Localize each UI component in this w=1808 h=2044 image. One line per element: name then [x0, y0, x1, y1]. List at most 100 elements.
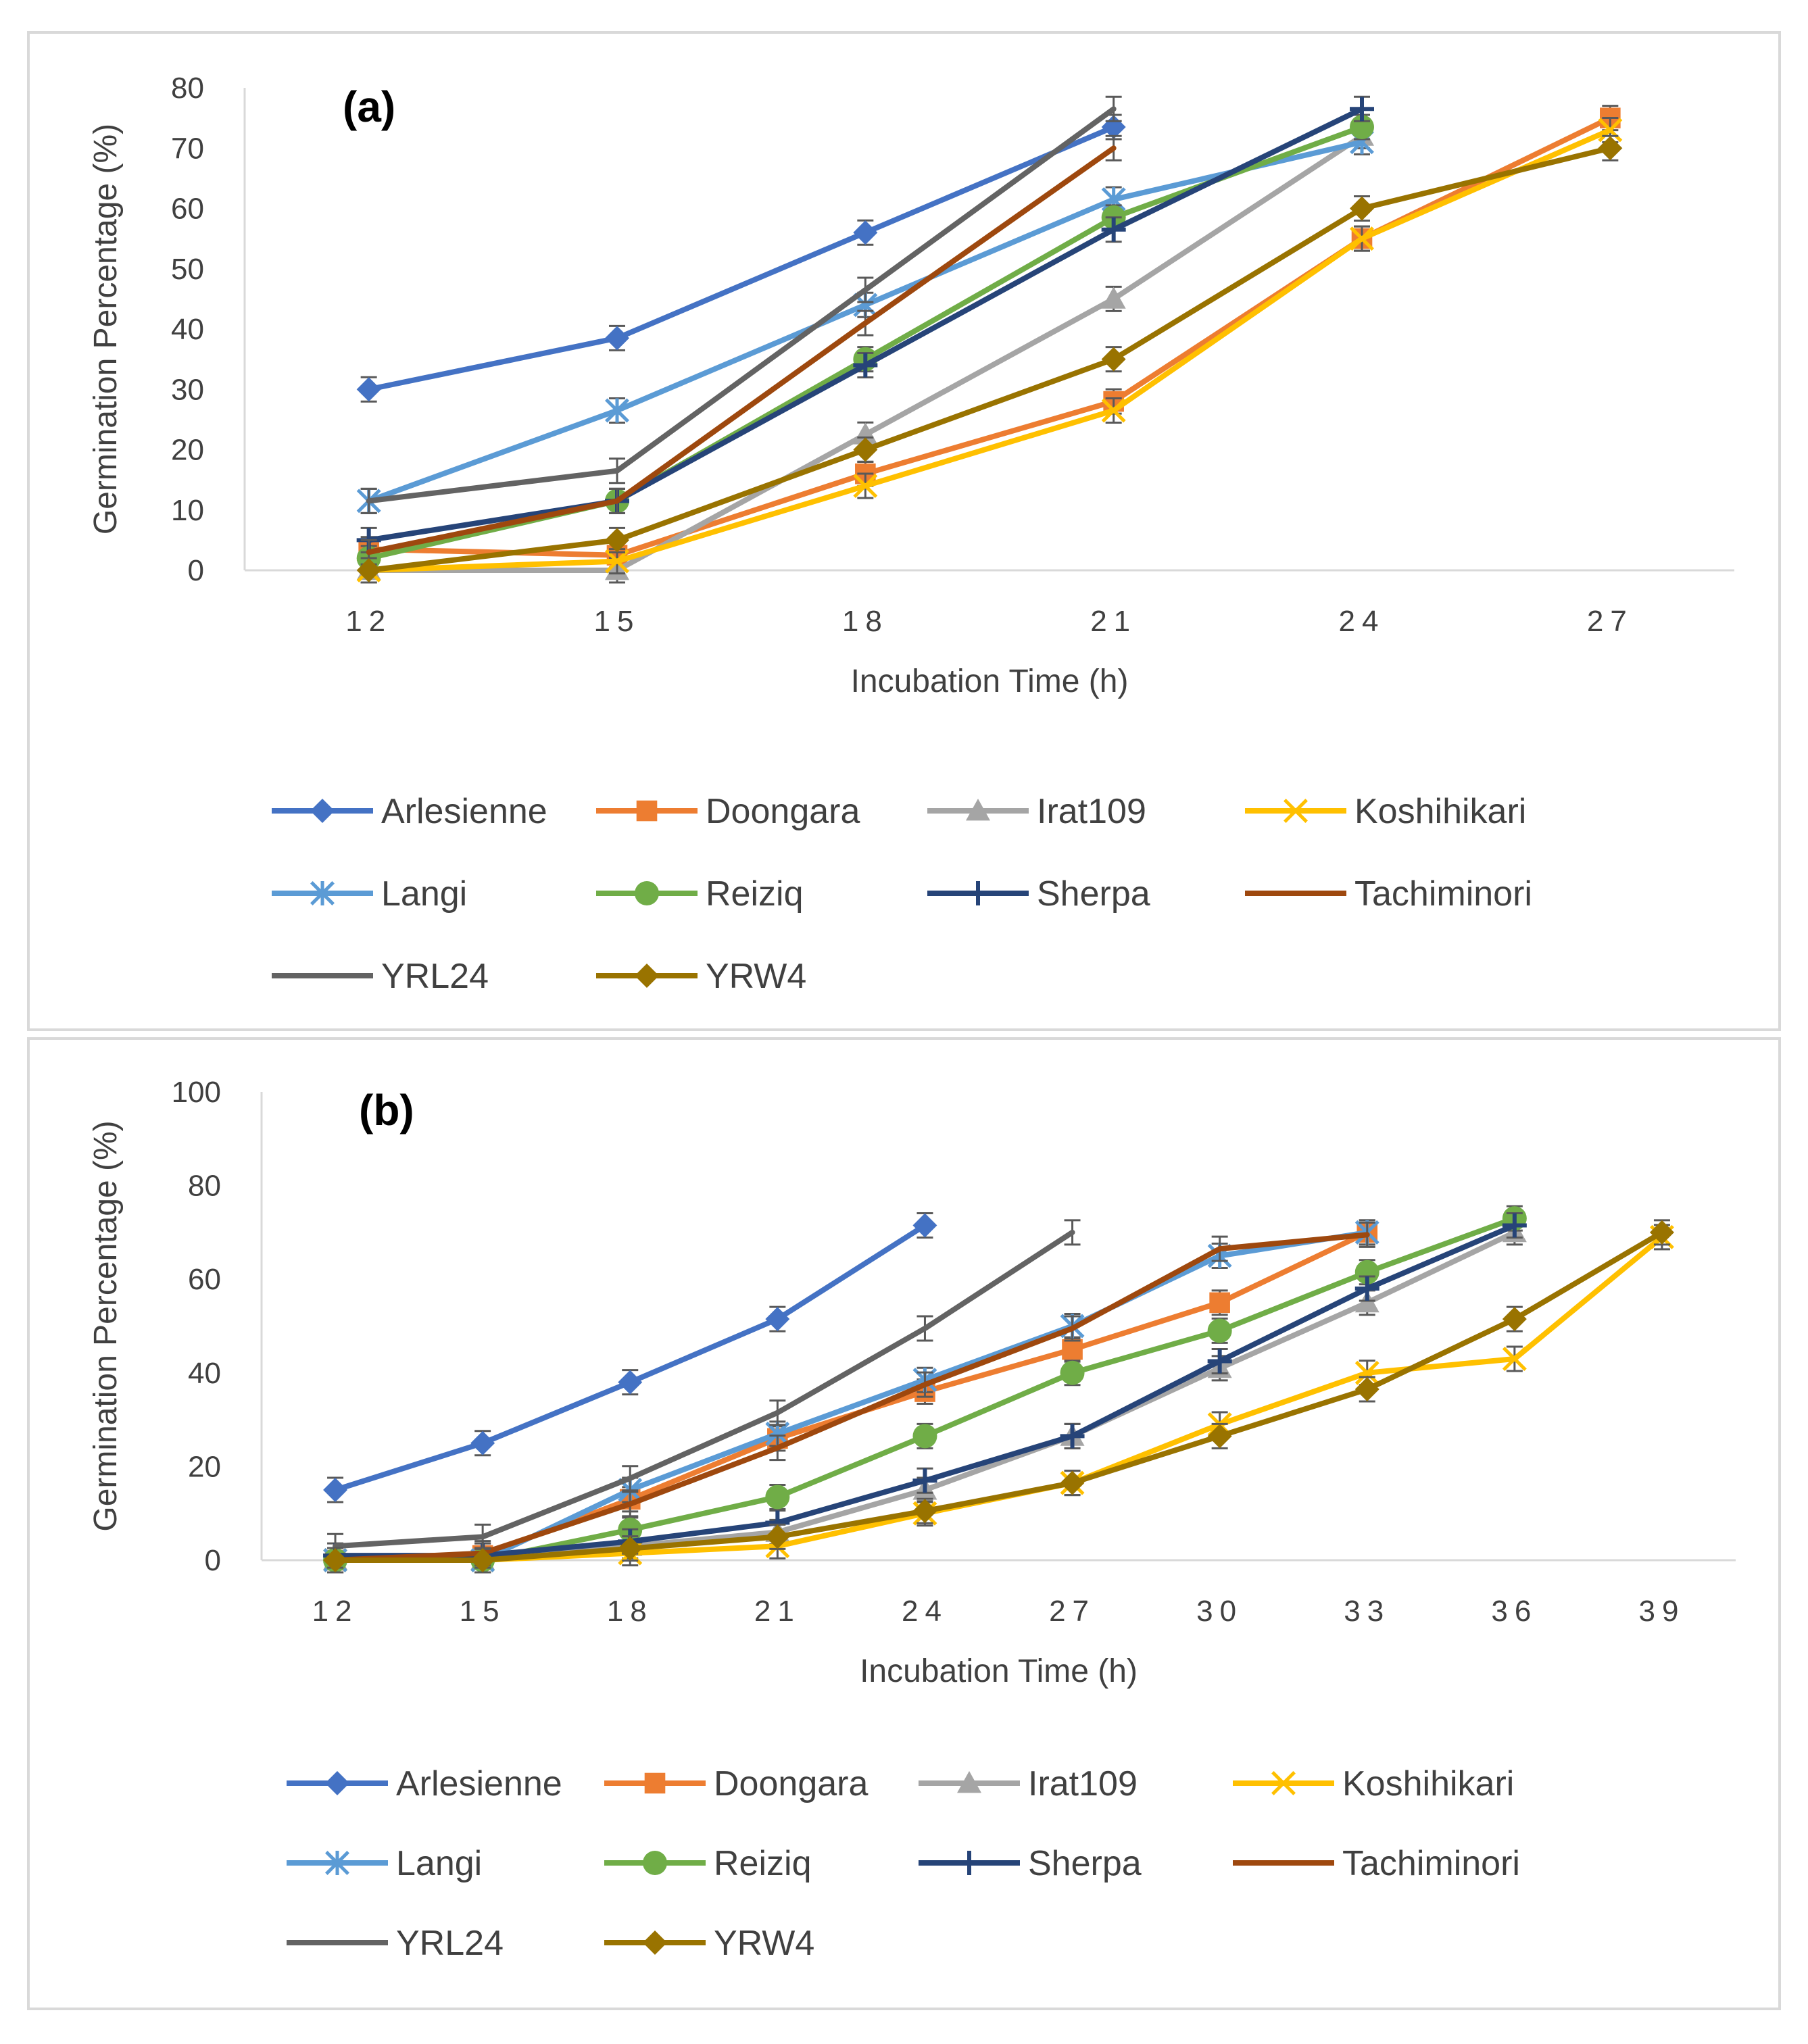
chart-b-legend-yrw4: YRW4	[604, 1924, 814, 1963]
chart-a-legend-reiziq-label: Reiziq	[706, 874, 804, 914]
chart-b-legend-sherpa-marker	[957, 1851, 981, 1875]
chart-b-legend-reiziq: Reiziq	[604, 1844, 812, 1883]
chart-a-series-yrw4-line	[366, 145, 1613, 573]
chart-a-series-yrl24	[360, 95, 1122, 514]
chart-a-legend-arlesienne: Arlesienne	[272, 792, 547, 831]
chart-b-series-sherpa-point	[1502, 1213, 1527, 1238]
chart-b-legend-yrw4-marker	[643, 1930, 667, 1955]
chart-b-x-tick-label: 21	[754, 1595, 801, 1628]
chart-b-series-yrw4-point	[1207, 1424, 1232, 1449]
chart-a-legend-yrl24-label: YRL24	[381, 957, 489, 996]
chart-a-legend-tachiminori: Tachiminori	[1245, 874, 1532, 914]
chart-a-legend-koshihikari: Koshihikari	[1245, 792, 1526, 831]
chart-a-series-doongara	[358, 105, 1621, 569]
chart-a-series-tachiminori-line	[366, 145, 1117, 555]
chart-b-legend-tachiminori-label: Tachiminori	[1342, 1844, 1520, 1883]
chart-a-series-reiziq	[356, 114, 1374, 572]
chart-b-y-tick-label: 40	[188, 1357, 221, 1390]
chart-b-series-reiziq-point	[1060, 1360, 1085, 1385]
chart-b-series-yrl24	[327, 1219, 1081, 1560]
chart-b-x-tick-label: 24	[902, 1595, 948, 1628]
chart-b-series-reiziq-point	[912, 1424, 937, 1449]
chart-a-series-doongara-line	[366, 115, 1613, 558]
chart-b-series-arlesienne-point	[765, 1307, 790, 1332]
chart-b-series-tachiminori-line	[333, 1232, 1370, 1563]
chart-b-x-tick-label: 30	[1196, 1595, 1243, 1628]
chart-b-legend-langi: Langi	[287, 1844, 482, 1883]
chart-b-series-yrw4-line	[333, 1229, 1665, 1563]
chart-a-series-arlesienne-point	[356, 377, 381, 402]
chart-b-svg: 0 20 40 60 80 100 12 15 18 21 24 27 30 33 36 39 Incubati…	[88, 1076, 1736, 1963]
chart-a-y-tick-label: 80	[171, 72, 204, 105]
chart-a-y-tick-label: 0	[188, 554, 204, 587]
chart-b-series-yrw4-point	[323, 1548, 348, 1572]
chart-b-series-koshihikari-point	[1354, 1360, 1379, 1385]
chart-b-series-yrw4-point	[1649, 1220, 1674, 1245]
chart-a-legend-sherpa-label: Sherpa	[1037, 874, 1150, 914]
chart-a-legend-irat109: Irat109	[927, 792, 1146, 831]
chart-a-legend-tachiminori-label: Tachiminori	[1354, 874, 1532, 914]
chart-b-legend-yrl24-label: YRL24	[396, 1924, 504, 1963]
chart-b-legend-yrw4-label: YRW4	[714, 1924, 814, 1963]
chart-a-series-yrw4-point	[853, 437, 878, 462]
chart-b-x-tick-label: 18	[607, 1595, 654, 1628]
chart-b-y-tick-label: 60	[188, 1263, 221, 1296]
chart-b-x-tick-label: 39	[1638, 1595, 1685, 1628]
chart-b-legend-yrl24: YRL24	[287, 1924, 504, 1963]
chart-a-legend-arlesienne-marker	[310, 799, 335, 823]
chart-b-legend-irat109-marker	[957, 1771, 981, 1793]
chart-a-series-arlesienne-line	[366, 124, 1117, 393]
chart-b-series-arlesienne-point	[323, 1478, 348, 1503]
chart-a-series-koshihikari-point	[605, 549, 629, 574]
chart-b-y-tick-label: 20	[188, 1450, 221, 1483]
chart-a-series-yrl24-line	[366, 106, 1117, 504]
chart-b-series-yrl24-line	[333, 1229, 1075, 1549]
chart-b-legend-irat109: Irat109	[919, 1764, 1138, 1803]
chart-b-series-sherpa-point	[1060, 1424, 1085, 1449]
chart-b-y-tick-label: 80	[188, 1170, 221, 1203]
chart-a-series-tachiminori	[360, 134, 1122, 566]
chart-a-y-tick-label: 30	[171, 373, 204, 406]
chart-a-legend-langi-marker	[310, 881, 335, 905]
chart-b-legend-arlesienne-marker	[325, 1771, 349, 1795]
chart-a-legend-doongara-marker	[636, 800, 658, 822]
chart-a-legend-yrw4-label: YRW4	[706, 957, 806, 996]
chart-b-legend-reiziq-label: Reiziq	[714, 1844, 812, 1883]
chart-a-x-tick-label: 15	[594, 605, 641, 638]
chart-a-series-sherpa-point	[1101, 217, 1126, 242]
chart-a-legend-arlesienne-label: Arlesienne	[381, 792, 547, 831]
chart-b-series-koshihikari-line	[333, 1234, 1665, 1563]
chart-a-series-yrw4-point	[356, 558, 381, 582]
chart-b-legend-arlesienne-label: Arlesienne	[396, 1764, 562, 1803]
chart-panel-b: 0 20 40 60 80 100 12 15 18 21 24 27 30 33 36 39 Incubati…	[27, 1037, 1781, 2010]
chart-b-legend-koshihikari-marker	[1271, 1771, 1296, 1795]
chart-a-legend-langi-label: Langi	[381, 874, 467, 914]
chart-a-y-tick-label: 60	[171, 193, 204, 226]
chart-a-legend-irat109-label: Irat109	[1037, 792, 1146, 831]
chart-b-x-tick-label: 33	[1344, 1595, 1390, 1628]
chart-b-series-reiziq-point	[765, 1485, 790, 1510]
chart-b-series-yrw4-point	[1354, 1377, 1379, 1402]
chart-a-series-irat109-point	[1101, 286, 1126, 309]
chart-b-series-sherpa-point	[1207, 1349, 1232, 1374]
chart-a-series-yrw4-point	[1101, 347, 1126, 372]
chart-a-svg: 0 10 20 30 40 50 60 70 80 12 15 18 21 24 27 Incubation …	[88, 72, 1734, 996]
chart-a-series-arlesienne-point	[605, 326, 629, 351]
chart-b-legend-koshihikari: Koshihikari	[1233, 1764, 1514, 1803]
chart-a-y-tick-label: 70	[171, 132, 204, 165]
chart-b-legend-langi-marker	[325, 1851, 349, 1875]
chart-b-series-yrw4-point	[470, 1548, 495, 1572]
chart-b-series-yrw4-point	[1060, 1470, 1085, 1495]
chart-b-series-koshihikari-point	[1502, 1347, 1527, 1371]
chart-a-x-tick-label: 18	[842, 605, 889, 638]
chart-b-x-tick-label: 15	[460, 1595, 506, 1628]
chart-b-series-arlesienne	[323, 1212, 937, 1503]
chart-b-legend-koshihikari-label: Koshihikari	[1342, 1764, 1514, 1803]
chart-b-series-yrw4-point	[765, 1524, 790, 1549]
chart-a-legend-yrl24: YRL24	[272, 957, 489, 996]
chart-b-series-arlesienne-point	[618, 1370, 643, 1395]
chart-a-legend-koshihikari-marker	[1284, 799, 1308, 823]
chart-a-x-tick-label: 12	[345, 605, 392, 638]
chart-b-x-tick-label: 12	[312, 1595, 359, 1628]
chart-a-series-koshihikari-point	[853, 474, 878, 499]
